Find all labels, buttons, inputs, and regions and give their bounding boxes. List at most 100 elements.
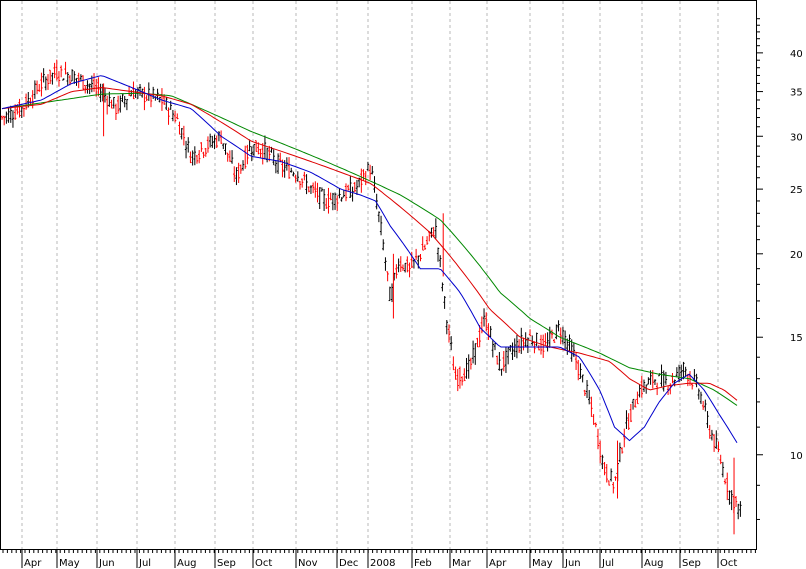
price-bar [634,399,637,408]
price-bar [327,187,330,214]
price-bar [577,359,580,381]
price-bar [726,472,729,501]
price-bar [721,461,725,478]
price-bar [638,384,641,398]
price-bar [195,154,199,164]
price-bar [605,464,608,483]
price-bar [228,150,232,162]
price-bar [22,107,26,117]
price-bar [460,376,464,386]
x-tick-label: Jun [98,558,115,569]
price-bar [44,76,48,91]
price-bar [502,351,505,372]
x-tick-label: Oct [720,558,737,569]
price-bar [215,135,218,148]
price-bar [474,343,477,365]
price-bar [250,146,253,162]
price-bar [252,143,256,156]
price-bar [524,332,527,348]
price-bar [607,480,611,486]
price-bar [467,354,470,379]
price-bar [456,369,459,392]
price-bar [478,324,481,348]
price-bar [336,195,339,211]
price-bar [24,93,28,110]
price-bar [125,99,129,111]
price-bar [625,410,628,429]
price-bar [213,134,216,150]
price-bar [699,391,703,405]
y-axis: 10 15 20 25 30 35 40 [757,18,803,520]
price-bar [447,324,451,343]
price-bar [53,62,56,79]
moving-average-long-line [1,92,738,406]
y-tick-label: 40 [790,49,803,60]
price-bar [2,115,6,126]
price-bar [561,326,565,345]
price-bar [588,390,591,405]
price-bar [375,193,378,210]
price-bar [305,174,308,195]
price-bar [539,334,543,355]
price-bar [180,128,183,140]
price-bar [642,379,646,392]
price-bar [498,352,501,371]
price-bar [49,69,52,84]
price-bar [257,142,260,155]
price-bar [441,282,444,292]
price-bar [695,373,698,388]
price-bar [559,327,562,345]
price-bar [193,146,197,166]
price-bar [581,374,584,383]
price-bar [208,133,212,148]
price-bar [162,94,166,105]
price-bar [476,337,479,348]
price-bar [710,429,714,441]
price-bar [325,198,328,209]
price-bar [511,342,514,360]
price-bar [513,338,516,357]
price-bar [377,211,381,223]
price-bar [371,165,374,175]
price-bar [579,363,582,379]
price-bar [322,189,326,211]
price-bar [263,135,267,160]
price-bar [176,113,179,120]
price-bar [737,503,740,520]
price-bar [59,65,63,78]
price-bar [544,333,547,345]
price-bar [664,371,668,385]
price-bar [557,320,560,332]
price-bar [362,169,365,181]
price-bar [410,251,413,268]
x-tick-label: Mar [452,558,472,569]
price-bar [121,94,124,103]
price-bar [64,61,67,75]
price-bar [68,75,72,86]
price-bar [230,150,234,164]
price-bar [439,255,442,268]
price-bar [353,181,356,193]
price-bar [9,105,12,123]
price-bar [165,96,168,111]
price-bar [434,218,438,239]
price-bar [200,142,203,152]
price-bar [723,478,727,485]
price-bar [296,171,299,182]
price-bar [631,398,635,410]
price-bar [274,160,278,174]
price-bar [298,180,302,190]
price-bar [182,125,186,146]
price-bar [171,109,175,122]
price-bar [259,148,262,158]
price-bar [287,157,291,179]
price-bar [647,377,650,385]
price-bar [307,186,310,193]
x-tick-label: Sep [217,558,236,569]
price-bar [430,227,433,238]
price-bar [366,161,370,171]
price-bar [222,143,225,150]
price-bar [734,495,738,508]
